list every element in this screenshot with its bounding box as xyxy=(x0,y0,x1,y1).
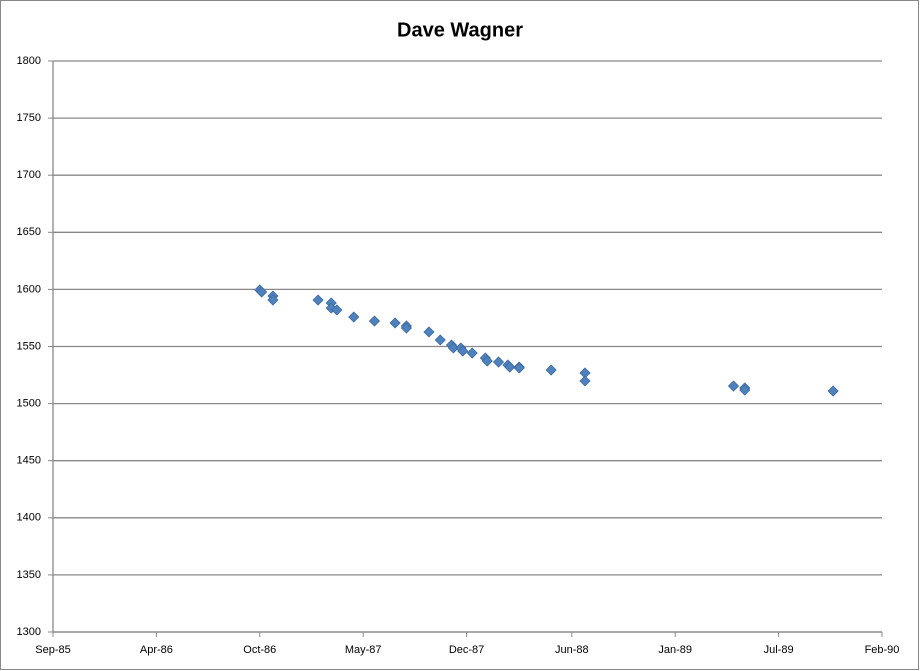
data-point xyxy=(466,347,478,359)
data-point xyxy=(331,304,343,316)
x-tick-label: Jul-89 xyxy=(764,644,794,656)
x-tick-label: May-87 xyxy=(345,644,382,656)
data-point xyxy=(513,362,525,374)
data-point xyxy=(827,385,839,397)
data-point xyxy=(504,361,516,373)
data-point xyxy=(481,355,493,367)
data-point xyxy=(739,384,751,396)
y-tick-label: 1500 xyxy=(17,398,41,410)
data-point xyxy=(423,326,435,338)
data-point xyxy=(579,375,591,387)
y-tick-label: 1800 xyxy=(17,55,41,67)
data-point xyxy=(434,334,446,346)
y-tick-label: 1300 xyxy=(17,626,41,638)
y-tick-label: 1400 xyxy=(17,512,41,524)
data-point xyxy=(325,302,337,314)
data-point xyxy=(447,342,459,354)
chart-title: Dave Wagner xyxy=(397,19,523,41)
data-point xyxy=(368,315,381,327)
data-point xyxy=(348,311,360,323)
y-tick-label: 1450 xyxy=(17,455,41,467)
data-point xyxy=(727,380,740,392)
x-tick-label: Jun-88 xyxy=(555,644,589,656)
data-point xyxy=(492,356,505,368)
y-tick-label: 1750 xyxy=(17,112,41,124)
x-tick-label: Apr-86 xyxy=(140,644,173,656)
y-tick-label: 1600 xyxy=(17,283,41,295)
x-tick-label: Jan-89 xyxy=(658,644,692,656)
data-point xyxy=(457,345,469,357)
y-tick-label: 1650 xyxy=(17,226,41,238)
x-tick-label: Feb-90 xyxy=(865,644,900,656)
y-tick-label: 1350 xyxy=(17,569,41,581)
data-point xyxy=(267,294,279,306)
data-point xyxy=(312,294,324,306)
data-point xyxy=(400,322,412,334)
x-tick-label: Sep-85 xyxy=(35,644,70,656)
data-point xyxy=(545,364,557,376)
y-tick-label: 1700 xyxy=(17,169,41,181)
x-tick-label: Oct-86 xyxy=(243,644,276,656)
data-point xyxy=(389,317,401,329)
y-tick-label: 1550 xyxy=(17,340,41,352)
data-point xyxy=(256,286,268,298)
x-tick-label: Dec-87 xyxy=(449,644,484,656)
